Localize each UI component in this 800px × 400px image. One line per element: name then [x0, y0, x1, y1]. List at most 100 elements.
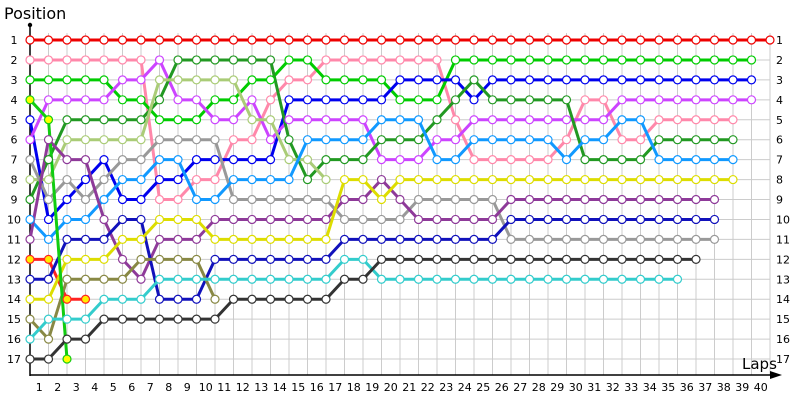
series-point	[469, 95, 479, 105]
series-point	[247, 35, 257, 45]
series-point	[709, 95, 720, 105]
y-tick-label-left: 6	[11, 134, 18, 147]
series-point	[210, 214, 220, 225]
series-point	[376, 55, 387, 65]
series-point	[154, 294, 165, 304]
series-point	[284, 35, 294, 45]
series-point	[80, 35, 91, 45]
series-point	[339, 35, 350, 45]
series-point	[43, 354, 54, 364]
series-point	[284, 194, 294, 205]
y-tick-label-left: 15	[7, 313, 21, 326]
series-point	[173, 214, 183, 225]
series-point	[228, 135, 239, 145]
series-point	[339, 274, 350, 284]
series-point	[598, 115, 609, 125]
series-point	[99, 155, 109, 165]
series-point	[154, 254, 165, 264]
series-point	[228, 254, 239, 264]
series-point	[154, 95, 165, 105]
series-point	[302, 174, 313, 185]
series-point	[506, 214, 516, 225]
series-point	[524, 115, 535, 125]
series-point	[339, 55, 350, 65]
series-point	[376, 95, 387, 105]
series-point	[302, 35, 313, 45]
series-point	[395, 135, 405, 145]
series-point	[358, 155, 368, 165]
series-point	[654, 214, 664, 225]
x-tick-label: 30	[569, 381, 583, 394]
series-point	[265, 95, 276, 105]
series-point	[99, 294, 109, 304]
series-point	[561, 35, 572, 45]
series-point	[358, 174, 368, 185]
series-point	[672, 214, 683, 225]
series-point	[25, 254, 35, 264]
series-point	[62, 354, 72, 364]
series-point	[561, 155, 572, 165]
series-point	[635, 214, 646, 225]
series-point	[598, 274, 609, 284]
series-point	[358, 234, 368, 244]
series-point	[543, 214, 553, 225]
series-point	[672, 155, 683, 165]
series-point	[376, 155, 387, 165]
series-point	[228, 55, 239, 65]
series-point	[228, 194, 239, 205]
series-point	[450, 35, 461, 45]
series-point	[136, 314, 146, 324]
y-tick-label-right: 9	[776, 194, 783, 207]
series-point	[265, 274, 276, 284]
series-point	[136, 55, 146, 65]
series-point	[413, 35, 424, 45]
series-point	[247, 155, 257, 165]
series-point	[450, 254, 461, 264]
series-point	[709, 135, 720, 145]
series-point	[43, 214, 54, 225]
series-point	[376, 214, 387, 225]
y-tick-label-right: 6	[776, 134, 783, 147]
series-point	[598, 214, 609, 225]
series-point	[691, 115, 701, 125]
series-point	[691, 35, 701, 45]
series-point	[469, 115, 479, 125]
series-point	[580, 155, 590, 165]
series-point	[635, 234, 646, 244]
series-point	[543, 115, 553, 125]
y-tick-label-right: 16	[776, 333, 790, 346]
series-point	[302, 75, 313, 85]
series-point	[25, 155, 35, 165]
series-point	[25, 135, 35, 145]
series-point	[617, 274, 627, 284]
series-point	[191, 294, 202, 304]
series-point	[210, 254, 220, 264]
series-point	[154, 274, 165, 284]
series-point	[395, 155, 405, 165]
series-point	[302, 115, 313, 125]
series-point	[228, 75, 239, 85]
series-point	[561, 194, 572, 205]
series-point	[25, 35, 35, 45]
series-point	[635, 254, 646, 264]
series-point	[432, 194, 442, 205]
series-point	[191, 214, 202, 225]
series-point	[99, 35, 109, 45]
series-point	[413, 55, 424, 65]
series-point	[43, 174, 54, 185]
series-point	[191, 35, 202, 45]
series-point	[524, 155, 535, 165]
x-tick-label: 11	[217, 381, 231, 394]
series-point	[617, 75, 627, 85]
series-point	[284, 115, 294, 125]
series-point	[376, 35, 387, 45]
x-tick-label: 5	[110, 381, 117, 394]
series-point	[543, 135, 553, 145]
series-point	[99, 174, 109, 185]
series-point	[284, 174, 294, 185]
series-point	[25, 174, 35, 185]
y-tick-label-left: 2	[11, 54, 18, 67]
series-point	[117, 135, 128, 145]
series-point	[617, 115, 627, 125]
series-point	[691, 95, 701, 105]
